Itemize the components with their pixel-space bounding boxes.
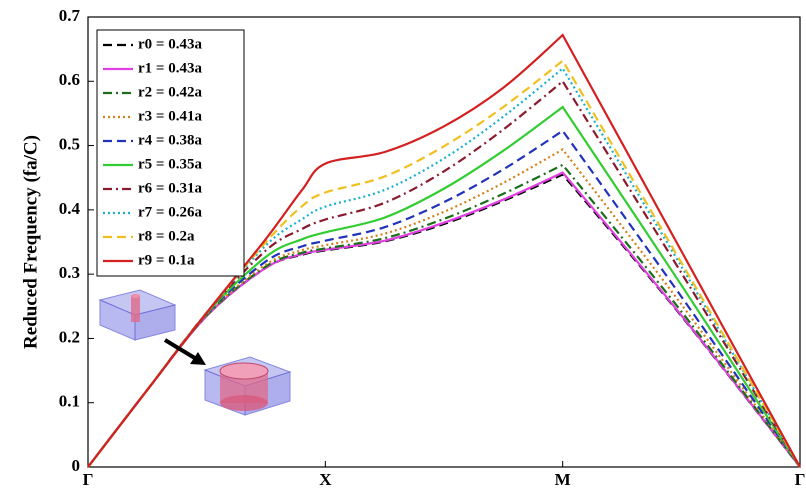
y-tick-label: 0.1 — [59, 392, 80, 411]
legend-label: r1 = 0.43a — [138, 60, 202, 76]
legend-label: r4 = 0.38a — [138, 132, 202, 148]
legend-box — [96, 29, 245, 277]
legend-label: r2 = 0.42a — [138, 84, 202, 100]
y-tick-label: 0.4 — [59, 199, 81, 218]
y-tick-label: 0.2 — [59, 327, 80, 346]
inset-large-cell — [203, 356, 292, 416]
legend-label: r3 = 0.41a — [138, 108, 202, 124]
x-tick-label: Γ — [795, 470, 806, 489]
x-tick-label: X — [319, 470, 332, 489]
y-tick-label: 0.6 — [59, 70, 80, 89]
x-tick-label: M — [555, 470, 571, 489]
plot-frame — [87, 16, 801, 468]
arrow — [163, 338, 206, 365]
legend-label: r7 = 0.26a — [138, 204, 202, 220]
inset-small-cell — [98, 289, 177, 341]
series-line — [87, 66, 801, 468]
series-line — [87, 33, 801, 468]
legend-label: r9 = 0.1a — [138, 252, 195, 268]
y-tick-label: 0.7 — [59, 6, 81, 25]
legend-label: r8 = 0.2a — [138, 228, 195, 244]
legend-label: r6 = 0.31a — [138, 180, 202, 196]
legend-label: r0 = 0.43a — [138, 36, 202, 52]
y-tick-label: 0.3 — [59, 263, 80, 282]
y-axis-label: Reduced Frequency (fa/C) — [20, 135, 41, 349]
x-tick-label: Γ — [83, 470, 94, 489]
plot-layer: 0 0.1 0.2 0.3 0.4 0.5 0.6 0.7 Γ X M Γ — [59, 6, 806, 489]
y-tick-label: 0.5 — [59, 134, 80, 153]
y-tick-label: 0 — [72, 456, 81, 475]
legend: r0 = 0.43a r1 = 0.43a r2 = 0.42a r3 = 0.41a… — [96, 29, 245, 277]
legend-label: r5 = 0.35a — [138, 156, 202, 172]
series-line — [87, 79, 801, 468]
